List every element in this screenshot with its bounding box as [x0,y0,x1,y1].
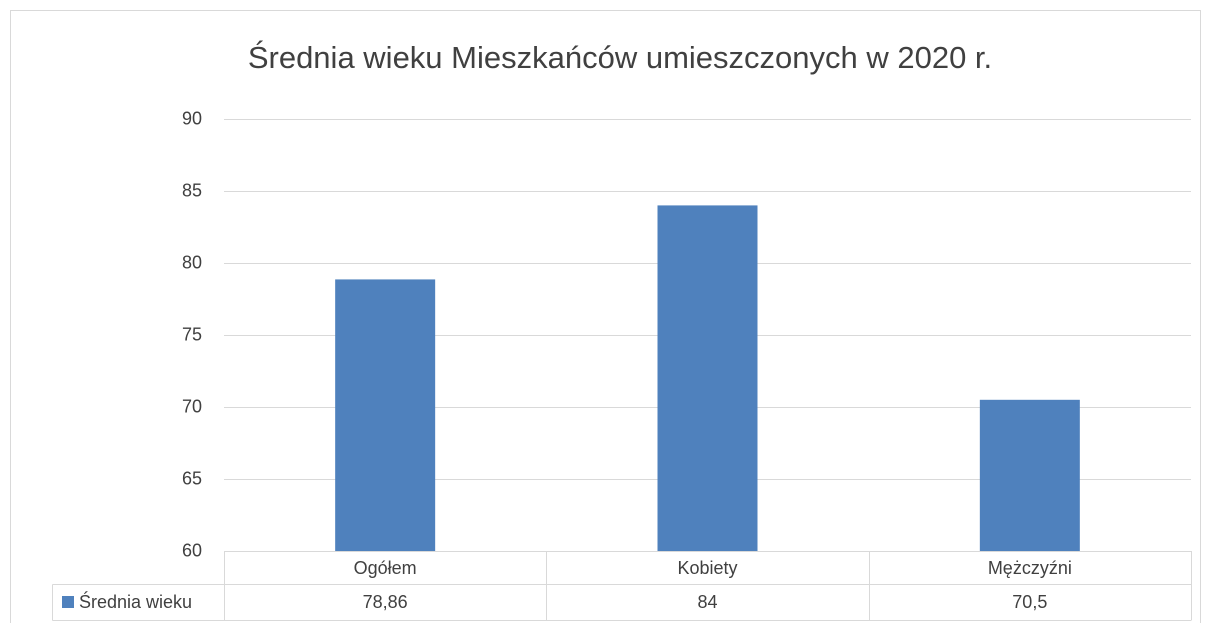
data-table-value: 84 [697,592,717,612]
x-tick-label: Ogółem [354,558,417,578]
bar [335,279,436,551]
bar [657,205,758,551]
y-tick-label: 90 [182,108,202,128]
chart-title: Średnia wieku Mieszkańców umieszczonych … [248,39,992,75]
y-tick-label: 80 [182,252,202,272]
data-table-value: 70,5 [1012,592,1047,612]
bar [979,399,1080,551]
x-tick-label: Kobiety [677,558,737,578]
y-tick-label: 65 [182,468,202,488]
y-tick-label: 75 [182,324,202,344]
y-tick-label: 60 [182,540,202,560]
data-table-value: 78,86 [363,592,408,612]
x-tick-label: Mężczyźni [988,558,1072,578]
legend-key [62,596,74,608]
y-tick-label: 70 [182,396,202,416]
legend-label: Średnia wieku [79,591,192,612]
y-tick-label: 85 [182,180,202,200]
